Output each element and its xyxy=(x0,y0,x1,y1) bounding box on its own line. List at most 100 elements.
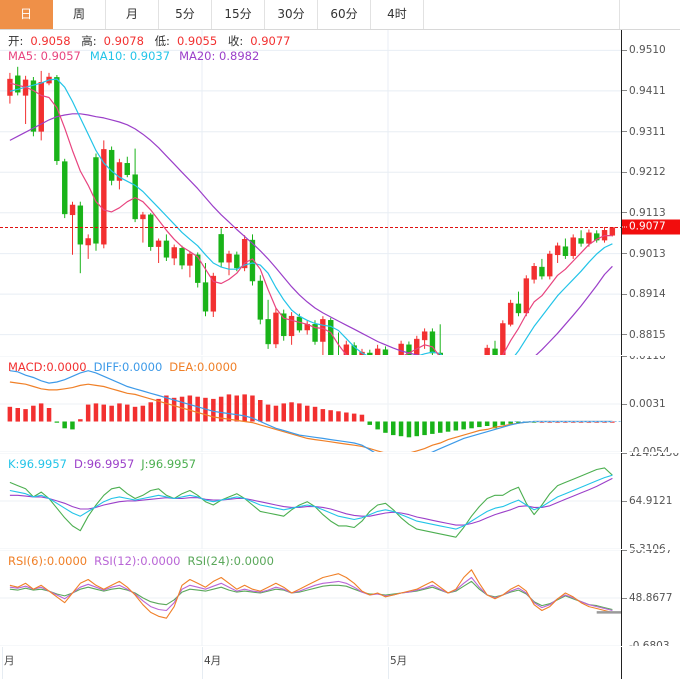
timeframe-tab-5[interactable]: 30分 xyxy=(265,0,318,29)
price-y-tick-2: 0.9311 xyxy=(622,126,666,138)
time-gridline-0 xyxy=(2,647,3,679)
kdj-y-tick-label: 124.5136 xyxy=(629,453,680,459)
current-price-badge: 0.9077 xyxy=(622,219,680,235)
price-y-tick-5: 0.9013 xyxy=(622,248,666,260)
price-y-tick-1: 0.9411 xyxy=(622,85,666,97)
time-gridline-2 xyxy=(388,647,389,679)
rsi-legend-item-1: RSI(12):0.0000 xyxy=(94,554,181,568)
macd-legend-item-2: DEA:0.0000 xyxy=(169,360,238,374)
timeframe-tab-label: 月 xyxy=(125,7,138,21)
low-key: 低: xyxy=(154,34,170,48)
kdj-y-tick-2: 5.3106 xyxy=(622,543,666,549)
timeframe-tab-2[interactable]: 月 xyxy=(106,0,159,29)
close-label: 收: 0.9077 xyxy=(228,34,291,48)
timeframe-tab-label: 4时 xyxy=(387,7,407,21)
timeframe-tab-label: 15分 xyxy=(224,7,252,21)
rsi-y-axis: 98.4157 48.8677 -0.6803 xyxy=(622,550,680,646)
time-axis-area: 月 4月 5月 xyxy=(0,647,622,679)
macd-legend-item-1: DIFF:0.0000 xyxy=(93,360,163,374)
timeframe-tab-3[interactable]: 5分 xyxy=(159,0,212,29)
kdj-legend-item-0: K:96.9957 xyxy=(8,457,67,471)
timeframe-toolbar: 日 周 月 5分 15分 30分 60分 4时 xyxy=(0,0,680,30)
timeframe-tab-4[interactable]: 15分 xyxy=(212,0,265,29)
price-y-tick-4: 0.9113 xyxy=(622,207,666,219)
high-label: 高: 0.9078 xyxy=(81,34,144,48)
timeframe-tab-0[interactable]: 日 xyxy=(0,0,53,29)
rsi-y-tick-label: -0.6803 xyxy=(629,640,670,646)
macd-legend: MACD:0.0000 DIFF:0.0000 DEA:0.0000 xyxy=(8,360,244,375)
open-label: 开: 0.9058 xyxy=(8,34,71,48)
rsi-y-tick-1: 48.8677 xyxy=(622,592,672,604)
high-value: 0.9078 xyxy=(103,34,144,48)
rsi-plot-area[interactable] xyxy=(0,550,622,646)
kdj-legend-item-2: J:96.9957 xyxy=(141,457,197,471)
price-y-tick-3: 0.9212 xyxy=(622,166,666,178)
kdj-legend: K:96.9957 D:96.9957 J:96.9957 xyxy=(8,457,203,472)
macd-y-tick-0: 0.0116 xyxy=(622,356,666,362)
macd-y-axis: 0.0116 0.0031 -0.0054 xyxy=(622,356,680,452)
macd-y-tick-label: -0.0054 xyxy=(629,446,670,452)
rsi-y-tick-0: 98.4157 xyxy=(622,550,672,556)
price-y-tick-label: 0.9510 xyxy=(629,44,666,57)
price-y-tick-label: 0.9113 xyxy=(629,206,666,219)
low-label: 低: 0.9055 xyxy=(155,34,218,48)
kdj-y-tick-label: 5.3106 xyxy=(629,543,666,549)
kdj-legend-item-1: D:96.9957 xyxy=(73,457,135,471)
kdj-y-axis: 124.5136 64.9121 5.3106 xyxy=(622,453,680,549)
time-tick-2: 5月 xyxy=(390,655,408,667)
timeframe-tab-label: 30分 xyxy=(277,7,305,21)
time-axis-corner xyxy=(622,647,680,679)
price-y-tick-label: 0.9212 xyxy=(629,166,666,179)
rsi-legend-item-0: RSI(6):0.0000 xyxy=(8,554,88,568)
timeframe-tab-label: 日 xyxy=(19,7,32,21)
kdj-y-tick-1: 64.9121 xyxy=(622,495,672,507)
price-y-tick-label: 0.9311 xyxy=(629,125,666,138)
time-tick-0: 月 xyxy=(4,655,15,667)
rsi-legend-item-2: RSI(24):0.0000 xyxy=(187,554,274,568)
kdj-y-tick-label: 64.9121 xyxy=(629,495,673,507)
rsi-legend: RSI(6):0.0000 RSI(12):0.0000 RSI(24):0.000… xyxy=(8,554,281,569)
open-key: 开: xyxy=(8,34,24,48)
timeframe-tab-label: 周 xyxy=(72,7,85,21)
rsi-y-tick-label: 98.4157 xyxy=(629,550,673,556)
close-key: 收: xyxy=(227,34,244,48)
ma-legend-item-2: MA20: 0.8982 xyxy=(179,49,260,63)
timeframe-tab-1[interactable]: 周 xyxy=(53,0,106,29)
price-y-tick-0: 0.9510 xyxy=(622,44,666,56)
price-plot-area[interactable] xyxy=(0,30,622,355)
time-gridline-1 xyxy=(202,647,203,679)
time-tick-1: 4月 xyxy=(204,655,222,667)
macd-y-tick-1: 0.0031 xyxy=(622,398,666,410)
price-y-tick-7: 0.8815 xyxy=(622,329,666,341)
price-y-tick-6: 0.8914 xyxy=(622,288,666,300)
timeframe-tab-label: 5分 xyxy=(175,7,195,21)
macd-chart xyxy=(0,356,621,452)
price-y-tick-label: 0.8815 xyxy=(629,328,666,341)
high-key: 高: xyxy=(81,34,97,48)
kdj-chart xyxy=(0,453,621,549)
current-price-value: 0.9077 xyxy=(629,220,666,233)
price-ma-legend: MA5: 0.9057 MA10: 0.9037 MA20: 0.8982 xyxy=(8,49,268,63)
rsi-chart xyxy=(0,550,621,646)
toolbar-end xyxy=(620,0,680,29)
price-y-tick-label: 0.9013 xyxy=(629,247,666,260)
ma-legend-item-1: MA10: 0.9037 xyxy=(89,49,171,63)
price-y-tick-label: 0.8914 xyxy=(629,288,666,301)
kdj-plot-area[interactable] xyxy=(0,453,622,549)
open-value: 0.9058 xyxy=(30,34,71,48)
macd-y-tick-label: 0.0031 xyxy=(629,398,666,410)
macd-y-tick-label: 0.0116 xyxy=(629,356,666,362)
macd-legend-item-0: MACD:0.0000 xyxy=(8,360,87,374)
rsi-y-tick-2: -0.6803 xyxy=(622,640,670,646)
timeframe-tab-7[interactable]: 4时 xyxy=(371,0,424,29)
price-y-axis: 0.9510 0.9411 0.9311 0.9212 0.9113 0.9013 0.89… xyxy=(622,30,680,355)
close-value: 0.9077 xyxy=(250,34,291,48)
low-value: 0.9055 xyxy=(176,34,218,48)
toolbar-filler xyxy=(424,0,620,29)
macd-plot-area[interactable] xyxy=(0,356,622,452)
rsi-y-tick-label: 48.8677 xyxy=(629,592,673,604)
price-ohlc-legend: 开: 0.9058 高: 0.9078 低: 0.9055 收: 0.9077 xyxy=(8,34,297,49)
timeframe-tab-6[interactable]: 60分 xyxy=(318,0,371,29)
candlestick-chart xyxy=(0,30,621,355)
